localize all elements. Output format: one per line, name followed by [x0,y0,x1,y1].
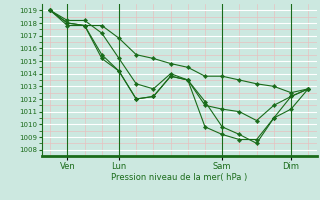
X-axis label: Pression niveau de la mer( hPa ): Pression niveau de la mer( hPa ) [111,173,247,182]
